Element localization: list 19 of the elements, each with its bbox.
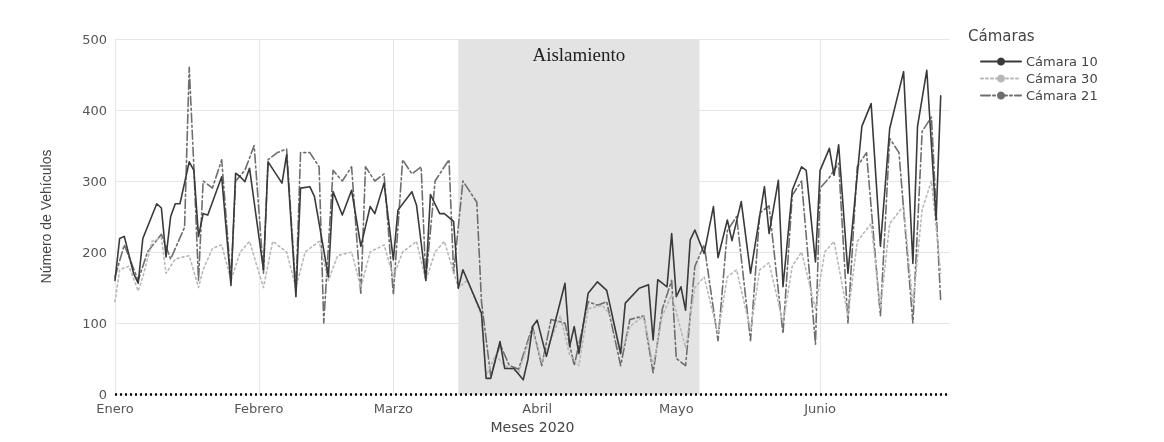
legend-label: Cámara 10 xyxy=(1026,54,1098,69)
band-label: Aislamiento xyxy=(532,44,626,65)
y-axis-title: Número de Vehículos xyxy=(38,149,54,284)
legend-label: Cámara 30 xyxy=(1026,71,1098,86)
y-tick-label: 100 xyxy=(82,315,107,331)
legend-label: Cámara 21 xyxy=(1026,88,1098,103)
y-tick-label: 200 xyxy=(82,244,107,260)
x-tick-label: Marzo xyxy=(373,401,414,416)
x-tick-label: Enero xyxy=(96,401,134,416)
x-tick-label: Mayo xyxy=(658,401,694,416)
x-tick-label: Febrero xyxy=(234,401,284,416)
y-tick-label: 500 xyxy=(82,31,107,47)
x-tick-label: Junio xyxy=(803,401,837,416)
legend-title: Cámaras xyxy=(968,26,1035,45)
x-axis-title: Meses 2020 xyxy=(490,418,575,435)
y-tick-label: 300 xyxy=(82,173,107,189)
x-tick-label: Abril xyxy=(522,401,552,416)
y-tick-label: 0 xyxy=(98,386,107,402)
y-tick-label: 400 xyxy=(82,102,107,118)
